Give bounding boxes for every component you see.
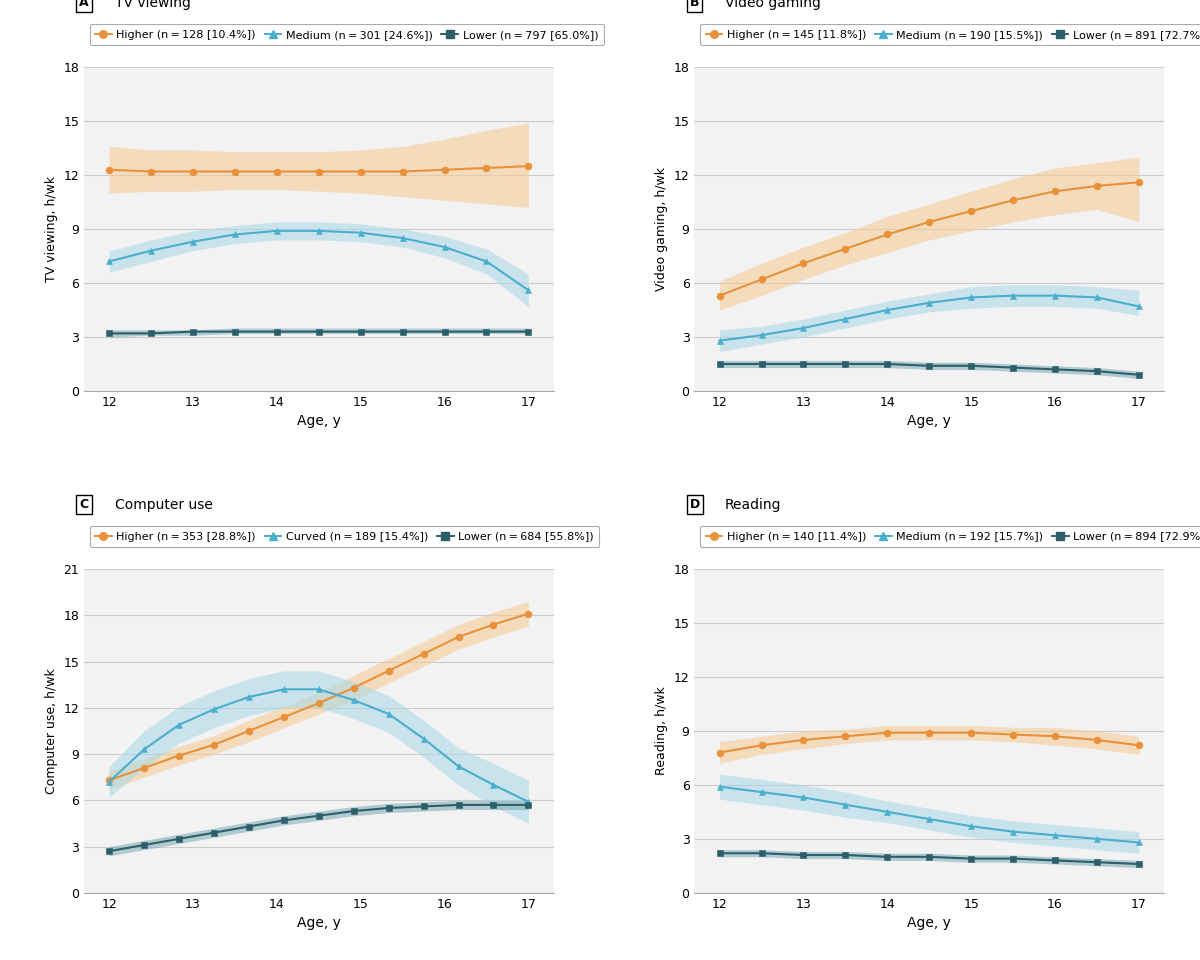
X-axis label: Age, y: Age, y [907,415,952,428]
Text: C: C [79,498,89,511]
Text: Reading: Reading [725,498,781,512]
Text: Computer use: Computer use [114,498,212,512]
Legend: Higher (n = 128 [10.4%]), Medium (n = 301 [24.6%]), Lower (n = 797 [65.0%]): Higher (n = 128 [10.4%]), Medium (n = 30… [90,24,604,45]
X-axis label: Age, y: Age, y [296,916,341,930]
Text: Video gaming: Video gaming [725,0,821,10]
X-axis label: Age, y: Age, y [296,415,341,428]
Legend: Higher (n = 353 [28.8%]), Curved (n = 189 [15.4%]), Lower (n = 684 [55.8%]): Higher (n = 353 [28.8%]), Curved (n = 18… [90,526,599,547]
X-axis label: Age, y: Age, y [907,916,952,930]
Legend: Higher (n = 145 [11.8%]), Medium (n = 190 [15.5%]), Lower (n = 891 [72.7%]): Higher (n = 145 [11.8%]), Medium (n = 19… [700,24,1200,45]
Text: A: A [79,0,89,9]
Y-axis label: Video gaming, h/wk: Video gaming, h/wk [655,167,668,291]
Y-axis label: TV viewing, h/wk: TV viewing, h/wk [44,176,58,282]
Y-axis label: Computer use, h/wk: Computer use, h/wk [44,668,58,794]
Y-axis label: Reading, h/wk: Reading, h/wk [655,686,668,776]
Text: B: B [690,0,700,9]
Text: TV viewing: TV viewing [114,0,191,10]
Legend: Higher (n = 140 [11.4%]), Medium (n = 192 [15.7%]), Lower (n = 894 [72.9%]): Higher (n = 140 [11.4%]), Medium (n = 19… [700,526,1200,547]
Text: D: D [690,498,700,511]
